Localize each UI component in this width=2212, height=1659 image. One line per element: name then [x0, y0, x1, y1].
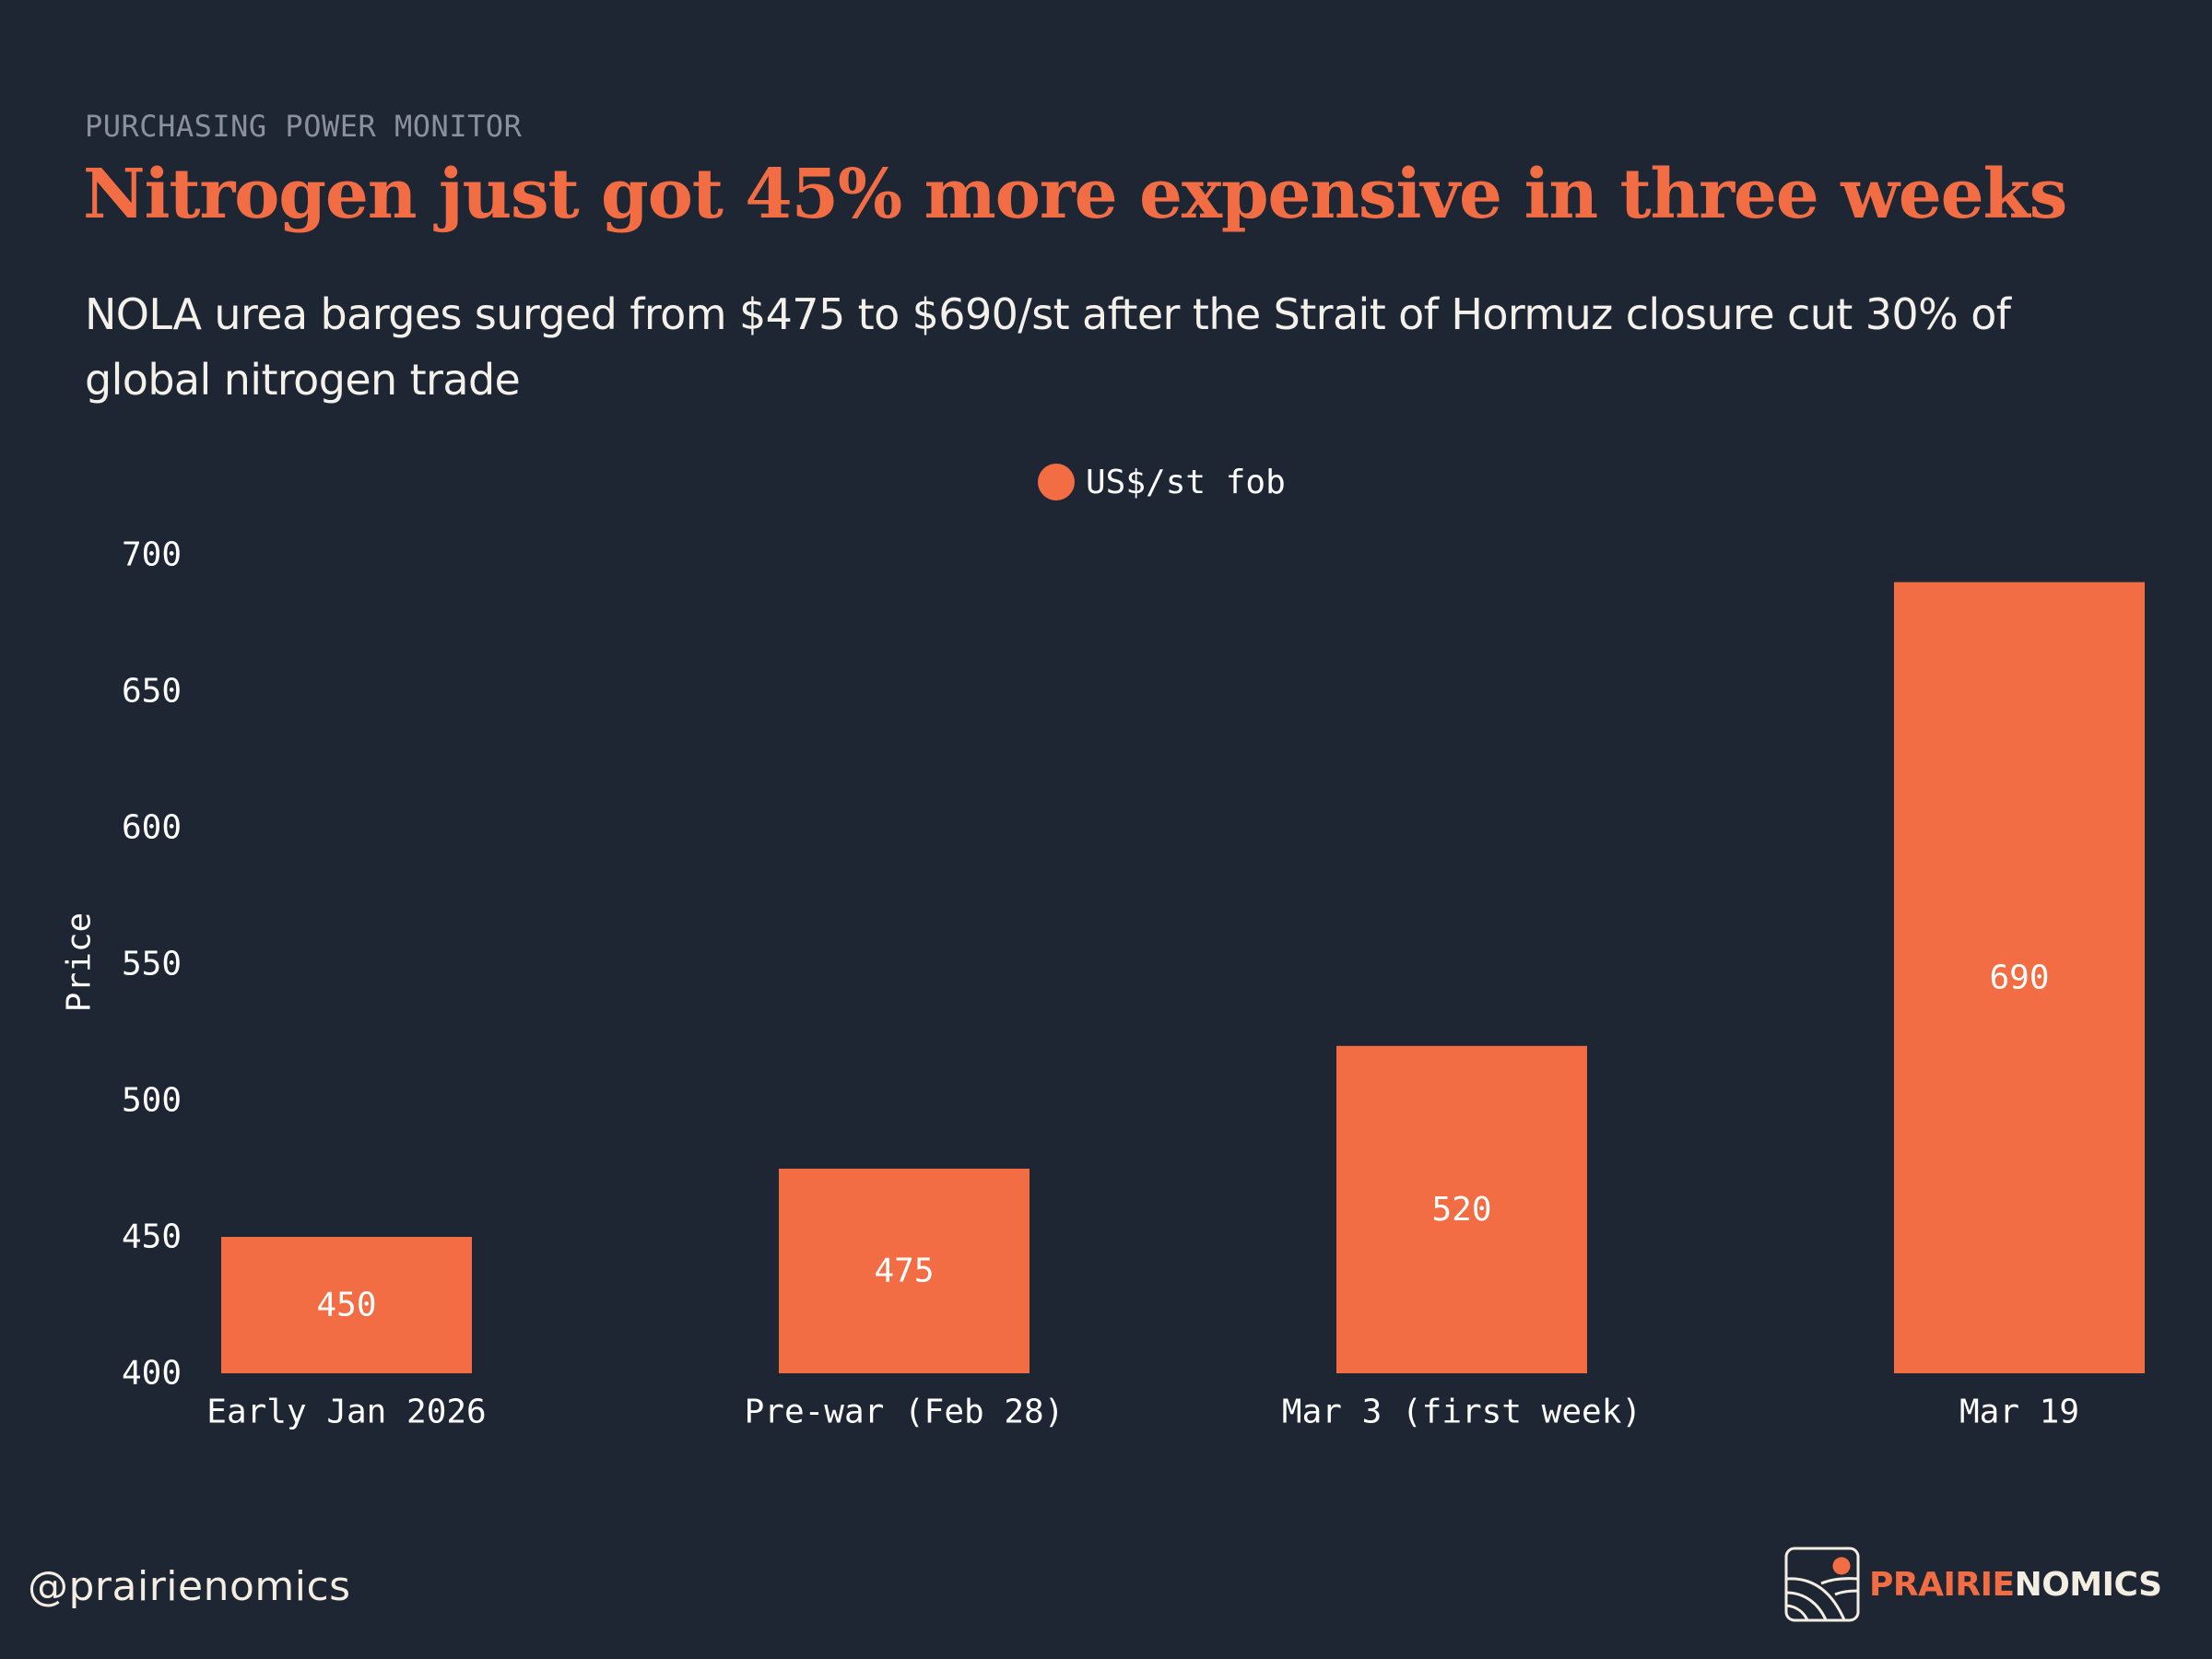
- prairie-sun-hills-logo-icon: [1784, 1547, 1860, 1622]
- bar-value-label: 475: [874, 1253, 934, 1290]
- bar-value-label: 450: [316, 1287, 376, 1324]
- y-tick-label: 400: [122, 1355, 182, 1393]
- y-axis-title: Price: [61, 912, 99, 1012]
- x-tick-label: Mar 19: [1959, 1394, 2079, 1431]
- legend-label: US$/st fob: [1086, 463, 1286, 501]
- y-tick-label: 450: [122, 1218, 182, 1256]
- bar-value-label: 690: [1989, 959, 2049, 996]
- y-tick-label: 550: [122, 946, 182, 983]
- x-tick-label: Mar 3 (first week): [1282, 1394, 1641, 1431]
- brand-name-part1: PRAIRIE: [1869, 1565, 2015, 1604]
- y-tick-label: 650: [122, 673, 182, 711]
- bars: [221, 582, 2145, 1373]
- chart-title: Nitrogen just got 45% more expensive in …: [83, 155, 2067, 234]
- y-tick-label: 500: [122, 1082, 182, 1120]
- y-tick-label: 700: [122, 536, 182, 574]
- chart-subtitle: NOLA urea barges surged from $475 to $69…: [85, 289, 2011, 405]
- x-tick-label: Early Jan 2026: [206, 1394, 486, 1431]
- bar-value-labels: 450 475 520 690: [316, 959, 2049, 1324]
- bar-value-label: 520: [1431, 1191, 1491, 1229]
- legend-swatch-circle-icon: [1038, 464, 1075, 500]
- bar: [779, 1169, 1030, 1373]
- x-tick-label: Pre-war (Feb 28): [745, 1394, 1065, 1431]
- y-tick-label: 600: [122, 809, 182, 847]
- bar: [1894, 582, 2145, 1373]
- brand-name: PRAIRIENOMICS: [1869, 1566, 2162, 1604]
- brand-logo: PRAIRIENOMICS: [1784, 1547, 2162, 1622]
- brand-name-part2: NOMICS: [2014, 1565, 2162, 1604]
- x-axis-ticks: Early Jan 2026 Pre-war (Feb 28) Mar 3 (fir…: [206, 1394, 2079, 1431]
- bar: [221, 1237, 472, 1373]
- legend: US$/st fob: [1038, 461, 1286, 503]
- y-axis-ticks: 400 450 500 550 600 650 700: [122, 536, 182, 1393]
- social-handle: @prairienomics: [28, 1563, 351, 1610]
- bar: [1336, 1045, 1587, 1373]
- kicker-label: PURCHASING POWER MONITOR: [85, 109, 523, 144]
